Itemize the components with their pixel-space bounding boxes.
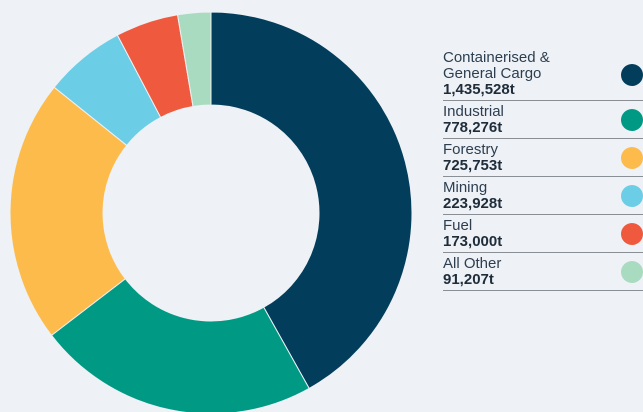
donut-hole bbox=[103, 105, 319, 321]
legend-value: 223,928t bbox=[443, 195, 503, 212]
donut-slice-0 bbox=[210, 11, 413, 390]
legend-label: Industrial bbox=[443, 103, 504, 120]
legend-item: Mining 223,928t bbox=[443, 177, 643, 215]
legend-item: All Other 91,207t bbox=[443, 253, 643, 291]
legend-value: 91,207t bbox=[443, 271, 494, 288]
legend-swatch bbox=[621, 260, 643, 283]
legend-value: 725,753t bbox=[443, 157, 503, 174]
legend-swatch bbox=[621, 108, 643, 131]
legend-item: Forestry 725,753t bbox=[443, 139, 643, 177]
legend-item: Containerised & General Cargo 1,435,528t bbox=[443, 50, 643, 101]
chart-legend: Containerised & General Cargo 1,435,528t I… bbox=[443, 50, 643, 291]
legend-swatch bbox=[621, 64, 643, 86]
legend-item: Industrial 778,276t bbox=[443, 101, 643, 139]
legend-label: Fuel bbox=[443, 217, 473, 234]
legend-label: Mining bbox=[443, 179, 488, 196]
legend-label: Containerised & General Cargo bbox=[443, 49, 550, 82]
legend-item: Fuel 173,000t bbox=[443, 215, 643, 253]
legend-swatch bbox=[621, 222, 643, 245]
legend-value: 173,000t bbox=[443, 233, 503, 250]
legend-value: 1,435,528t bbox=[443, 81, 515, 98]
legend-value: 778,276t bbox=[443, 119, 503, 136]
donut-chart bbox=[9, 11, 413, 412]
legend-label: Forestry bbox=[443, 141, 499, 158]
legend-swatch bbox=[621, 184, 643, 207]
legend-label: All Other bbox=[443, 255, 502, 272]
legend-swatch bbox=[621, 146, 643, 169]
